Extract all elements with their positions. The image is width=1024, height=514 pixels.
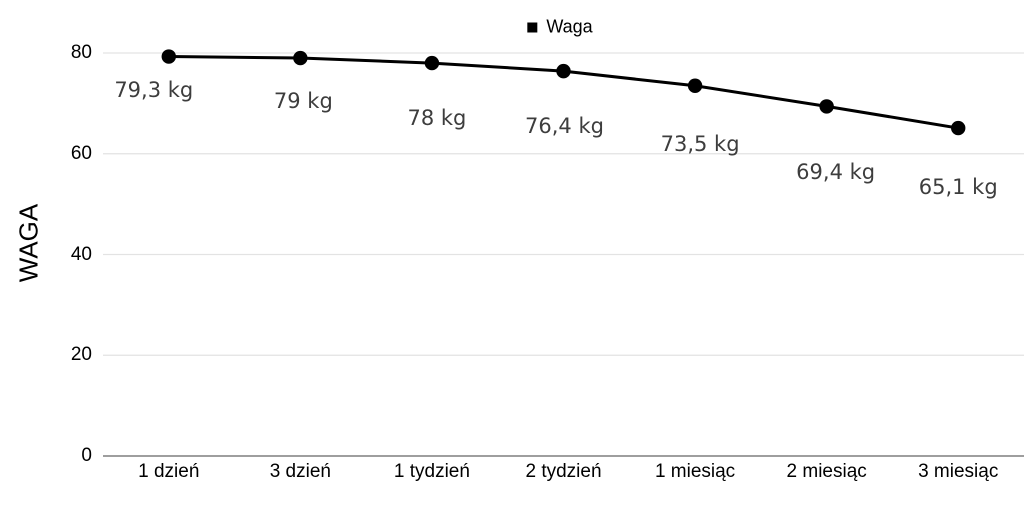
x-tick-label: 3 miesiąc — [918, 461, 999, 482]
x-tick-label: 1 miesiąc — [654, 461, 736, 482]
data-point-marker — [951, 120, 966, 136]
x-tick-label: 1 dzień — [138, 461, 200, 482]
data-point-marker — [556, 63, 571, 79]
x-tick-label: 3 dzień — [269, 461, 331, 482]
data-point-marker — [819, 99, 834, 114]
y-tick-label: 80 — [70, 42, 92, 63]
x-tick-label: 2 miesiąc — [786, 461, 867, 482]
y-tick-label: 60 — [70, 142, 92, 164]
data-point-marker — [424, 55, 440, 71]
data-label: 69,4 kg — [796, 160, 876, 185]
data-point-marker — [687, 78, 703, 93]
data-label: 78 kg — [407, 106, 467, 131]
y-tick-label: 40 — [70, 243, 92, 265]
legend-square-icon — [527, 22, 538, 32]
x-tick-label: 1 tydzień — [393, 461, 470, 482]
data-label: 65,1 kg — [918, 175, 998, 200]
x-tick-label: 2 tydzień — [525, 461, 602, 482]
legend-label: Waga — [546, 16, 593, 37]
data-point-marker — [161, 49, 176, 64]
y-tick-label: 0 — [81, 445, 92, 466]
data-label: 73,5 kg — [660, 131, 740, 156]
data-point-marker — [293, 50, 308, 66]
data-label: 79 kg — [273, 89, 333, 114]
chart-legend: Waga — [527, 16, 593, 38]
data-label: 79,3 kg — [114, 77, 194, 102]
data-label: 76,4 kg — [525, 114, 604, 139]
y-tick-label: 20 — [70, 344, 92, 366]
